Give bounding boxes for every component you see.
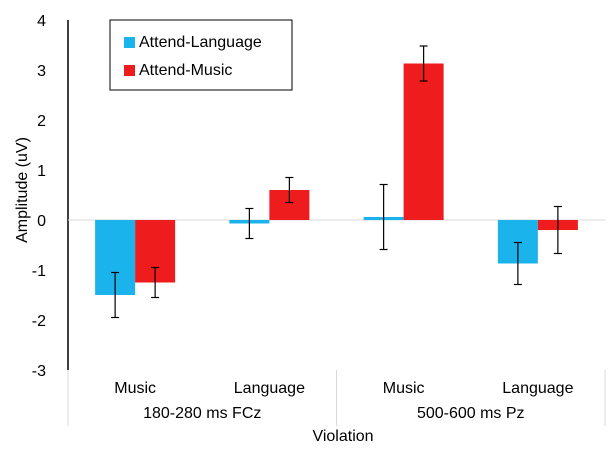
x-group-label: 180-280 ms FCz [143, 405, 261, 422]
legend-box [110, 20, 292, 90]
y-tick-label: 1 [37, 163, 46, 180]
legend-label-attend-music: Attend-Music [139, 62, 232, 79]
y-tick-label: 2 [37, 113, 46, 130]
y-tick-label: 4 [37, 13, 46, 30]
x-group-label: 500-600 ms Pz [417, 405, 525, 422]
bars [95, 64, 578, 296]
legend-swatch-attend-music [124, 65, 135, 76]
y-tick-label: 0 [37, 213, 46, 230]
x-tick-label: Language [234, 380, 305, 397]
x-axis-label: Violation [312, 428, 373, 444]
x-tick-label: Language [502, 380, 573, 397]
category-labels: Music Language Music Language 180-280 ms FCz… [114, 380, 573, 422]
legend-label-attend-language: Attend-Language [139, 34, 262, 51]
x-tick-label: Music [383, 380, 425, 397]
y-tick-label: -1 [32, 263, 46, 280]
legend: Attend-Language Attend-Music [110, 20, 292, 90]
y-tick-label: -2 [32, 313, 46, 330]
y-tick-label: -3 [32, 363, 46, 380]
legend-swatch-attend-language [124, 37, 135, 48]
bar-attend-music [404, 64, 444, 221]
y-axis-label: Amplitude (uV) [14, 137, 31, 243]
x-tick-label: Music [114, 380, 156, 397]
y-tick-label: 3 [37, 63, 46, 80]
